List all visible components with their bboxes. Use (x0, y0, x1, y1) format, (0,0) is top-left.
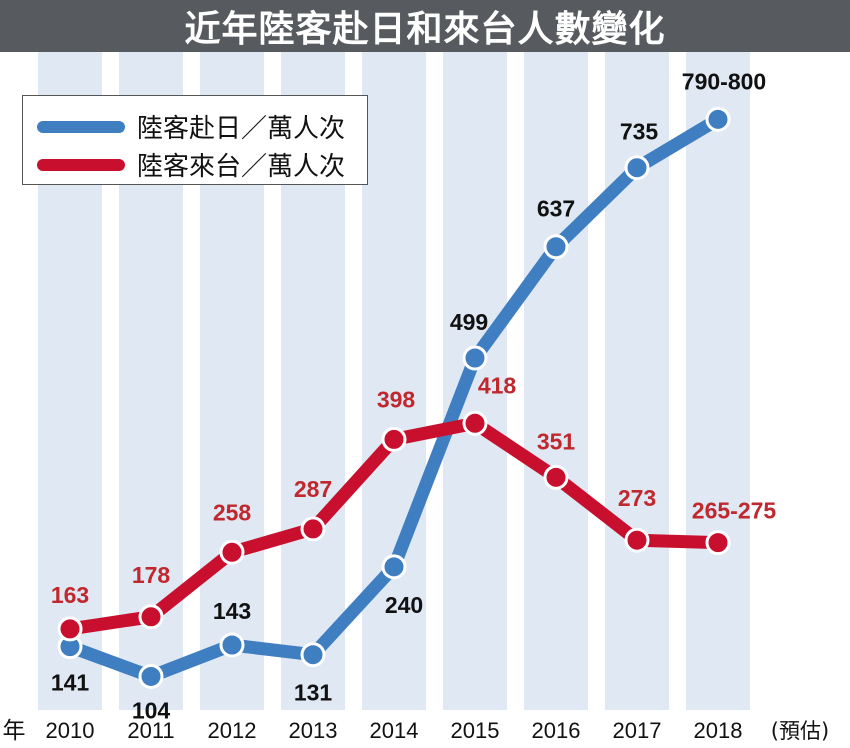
stripe-2015 (443, 52, 507, 710)
chart-title: 近年陸客赴日和來台人數變化 (184, 9, 666, 50)
data-label-taiwan-2015: 418 (478, 372, 517, 398)
data-label-taiwan-2011: 178 (132, 562, 171, 588)
data-label-japan-2018: 790-800 (682, 68, 766, 94)
legend-swatch-taiwan (37, 158, 125, 171)
data-label-taiwan-2014: 398 (377, 386, 416, 412)
data-label-taiwan-2012: 258 (213, 499, 252, 525)
point-taiwan-2011 (138, 604, 164, 630)
data-label-taiwan-2016: 351 (537, 428, 576, 454)
point-japan-2015 (462, 345, 488, 371)
point-japan-2013 (300, 642, 326, 668)
point-japan-2018 (705, 106, 731, 132)
data-label-japan-2015: 499 (450, 309, 488, 335)
x-axis-prefix: 年 (3, 718, 26, 744)
data-label-japan-2011: 104 (132, 697, 171, 723)
stripe-2018 (686, 52, 750, 710)
legend: 陸客赴日／萬人次 陸客來台／萬人次 (22, 95, 368, 185)
point-taiwan-2018 (705, 530, 731, 556)
x-axis-suffix: (預估) (771, 719, 829, 743)
data-label-taiwan-2010: 163 (51, 582, 89, 608)
data-label-taiwan-2018: 265-275 (692, 498, 777, 524)
legend-item-japan: 陸客赴日／萬人次 (37, 108, 345, 145)
point-taiwan-2012 (219, 539, 245, 565)
stripe-2014 (362, 52, 426, 710)
point-taiwan-2015 (462, 410, 488, 436)
x-tick-2015: 2015 (451, 718, 500, 743)
point-taiwan-2014 (381, 426, 407, 452)
legend-item-taiwan: 陸客來台／萬人次 (37, 146, 345, 183)
point-taiwan-2013 (300, 516, 326, 542)
point-japan-2016 (543, 234, 569, 260)
x-tick-2018: 2018 (694, 718, 743, 743)
data-label-japan-2014: 240 (385, 592, 423, 618)
data-label-japan-2017: 735 (620, 119, 659, 145)
point-taiwan-2010 (57, 616, 83, 642)
data-label-japan-2010: 141 (51, 670, 90, 696)
x-tick-2014: 2014 (370, 718, 419, 743)
point-japan-2012 (219, 632, 245, 658)
x-tick-2013: 2013 (289, 718, 338, 743)
x-tick-2012: 2012 (208, 718, 257, 743)
x-tick-2016: 2016 (532, 718, 581, 743)
data-label-japan-2013: 131 (294, 680, 333, 706)
x-tick-2011: 2011 (127, 718, 174, 743)
legend-swatch-japan (37, 120, 125, 133)
stripe-2016 (524, 52, 588, 710)
data-label-taiwan-2017: 273 (618, 485, 656, 511)
title-bar: 近年陸客赴日和來台人數變化 (0, 0, 850, 52)
x-tick-2010: 2010 (46, 718, 95, 743)
data-label-japan-2012: 143 (213, 598, 251, 624)
legend-label-japan: 陸客赴日／萬人次 (137, 114, 346, 144)
data-label-japan-2016: 637 (537, 196, 575, 222)
x-tick-2017: 2017 (613, 718, 662, 743)
legend-label-taiwan: 陸客來台／萬人次 (137, 152, 346, 182)
point-japan-2011 (138, 663, 164, 689)
data-label-taiwan-2013: 287 (294, 476, 332, 502)
point-japan-2017 (624, 155, 650, 181)
point-taiwan-2016 (543, 464, 569, 490)
point-japan-2014 (381, 554, 407, 580)
point-taiwan-2017 (624, 527, 650, 553)
